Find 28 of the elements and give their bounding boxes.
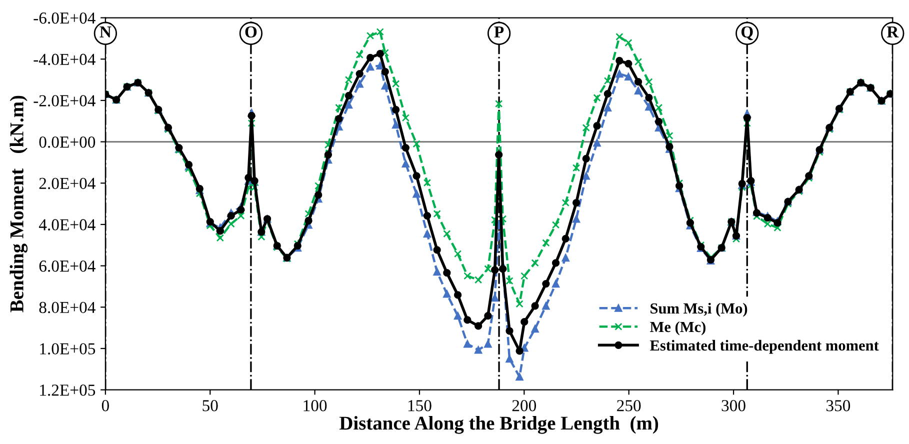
x-tick-label: 100 (304, 400, 327, 412)
y-tick-label: 4.0E+04 (38, 219, 96, 230)
legend-label: Estimated time-dependent moment (650, 340, 879, 354)
y-tick-label: -2.0E+04 (34, 95, 96, 106)
y-tick-label: 1.0E+05 (40, 343, 96, 355)
y-tick-label: -6.0E+04 (34, 12, 96, 24)
y-tick-label: 0.0E+00 (39, 136, 96, 148)
x-tick-label: 50 (202, 400, 218, 412)
x-tick-label: 150 (408, 400, 432, 412)
ref-line-label: N (100, 26, 112, 38)
y-tick-label: 6.0E+04 (39, 260, 96, 272)
ref-line-label: O (245, 26, 257, 38)
y-tick-label: 2.0E+04 (39, 178, 96, 190)
legend-label: Me (Mc) (650, 321, 706, 336)
y-axis-title: Bending Moment (kN.m) (10, 96, 28, 312)
x-axis-title: Distance Along the Bridge Length (m) (340, 416, 658, 434)
y-tick-label: 1.2E+05 (40, 384, 96, 396)
y-tick-label: 8.0E+04 (39, 302, 96, 314)
ref-line-label: P (494, 26, 504, 38)
x-tick-label: 300 (722, 400, 746, 412)
x-tick-label: 200 (512, 400, 536, 412)
y-tick-label: -4.0E+04 (34, 54, 96, 66)
ref-line-label: R (886, 26, 899, 38)
ref-line-label: Q (741, 26, 753, 40)
x-tick-label: 350 (826, 400, 850, 412)
x-tick-label: 250 (617, 400, 641, 412)
legend-label: Sum Ms,i (Mo) (650, 302, 748, 317)
x-tick-label: 0 (102, 400, 109, 412)
